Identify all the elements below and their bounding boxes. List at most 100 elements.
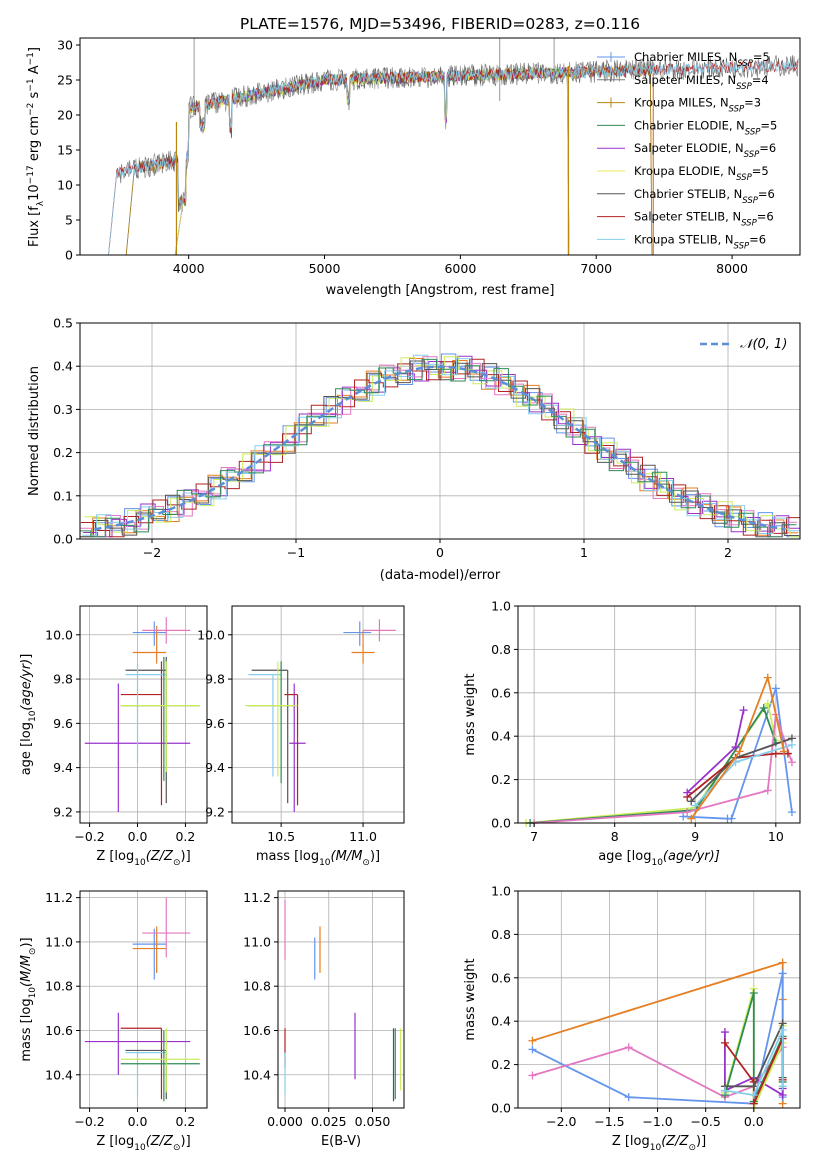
z-weight-panel: −2.0 −1.5 −1.0 −0.5 0.0 0.0 0.2 0.4 0.6 0.8 1.0 Z [… — [463, 884, 801, 1153]
weight-point — [771, 749, 780, 758]
y-tick-label: 9.8 — [53, 672, 73, 687]
x-axis-label: Z [log10(Z/Z⊙)] — [96, 1134, 190, 1153]
weight-point — [787, 758, 796, 767]
x-tick-label: 2 — [724, 545, 732, 560]
x-tick-label: 0.050 — [355, 1114, 391, 1129]
x-tick-label: −1 — [287, 545, 305, 560]
axes-frame — [79, 37, 801, 256]
x-axis-label: Z [log10(Z/Z⊙)] — [612, 1134, 706, 1153]
x-axis-label: mass [log10(M/M⊙)] — [256, 849, 380, 868]
y-tick-label: 1.0 — [491, 599, 511, 614]
legend-label: Chabrier MILES, NSSP=5 — [634, 50, 770, 69]
x-axis-label: age [log10(age/yr)] — [598, 849, 720, 868]
axes-frame — [79, 605, 208, 824]
spectrum-plot-area — [108, 38, 799, 256]
residual-histogram-panel: −2 −1 0 1 2 0.0 0.1 0.2 0.3 0.4 0.5 (data-model)/e… — [27, 316, 801, 583]
weight-point — [763, 699, 772, 708]
legend-label: Salpeter STELIB, NSSP=6 — [634, 210, 774, 229]
y-tick-label: 0.0 — [491, 1101, 511, 1116]
weight-point — [735, 747, 744, 756]
weight-point — [787, 808, 796, 817]
histogram-plot-area: −2 −1 0 1 2 0.0 0.1 0.2 0.3 0.4 0.5 — [53, 316, 801, 560]
weight-series-2 — [530, 706, 777, 824]
age-weight-panel: 7 8 9 10 0.0 0.2 0.4 0.6 0.8 1.0 age [log10(age/yr… — [463, 599, 801, 868]
x-tick-label: −2.0 — [546, 1114, 576, 1129]
weight-point — [720, 1038, 729, 1047]
y-tick-label: 1.0 — [491, 884, 511, 899]
y-tick-label: 10.6 — [243, 1023, 271, 1038]
y-tick-label: 0.4 — [491, 1014, 511, 1029]
weight-point — [749, 988, 758, 997]
x-tick-label: 0.000 — [267, 1114, 303, 1129]
y-tick-label: 9.6 — [205, 716, 225, 731]
x-tick-label: 8000 — [716, 261, 748, 276]
spectrum-x-label: wavelength [Angstrom, rest frame] — [326, 283, 555, 298]
weight-point — [778, 1082, 787, 1091]
x-tick-label: 0.2 — [175, 1114, 195, 1129]
y-tick-label: 0.2 — [53, 445, 73, 460]
weight-point — [624, 1093, 633, 1102]
weight-point — [528, 1071, 537, 1080]
x-tick-label: 7000 — [580, 261, 612, 276]
weight-point — [778, 969, 787, 978]
y-tick-label: 9.2 — [205, 804, 225, 819]
x-tick-label: −2 — [143, 545, 161, 560]
spectrum-series-8 — [108, 60, 799, 256]
x-tick-label: 11.0 — [349, 829, 377, 844]
y-tick-label: 5 — [65, 213, 73, 228]
weight-point — [771, 684, 780, 693]
x-tick-label: 8 — [611, 829, 619, 844]
y-tick-label: 30 — [57, 38, 73, 53]
legend-label: Chabrier ELODIE, NSSP=5 — [634, 118, 777, 137]
y-tick-label: 10.0 — [197, 627, 225, 642]
histogram-step-6 — [80, 360, 800, 538]
y-tick-label: 10 — [57, 178, 73, 193]
histogram-step-4 — [80, 358, 800, 538]
histogram-step-7 — [82, 354, 800, 536]
y-tick-label: 0 — [65, 248, 73, 263]
y-tick-label: 0.8 — [491, 642, 511, 657]
spectrum-panel: PLATE=1576, MJD=53496, FIBERID=0283, z=0… — [26, 15, 801, 298]
x-tick-label: −1.0 — [642, 1114, 672, 1129]
histogram-x-label: (data-model)/error — [380, 568, 501, 583]
y-tick-label: 9.8 — [205, 672, 225, 687]
y-tick-label: 11.2 — [243, 890, 271, 905]
y-tick-label: 0.6 — [491, 685, 511, 700]
z-vs-mass-panel: −0.2 0.0 0.2 10.4 10.6 10.8 11.0 11.2 Z [log10(Z… — [19, 890, 208, 1153]
weight-point — [691, 801, 700, 810]
x-tick-label: 7 — [530, 829, 538, 844]
y-tick-label: 0.6 — [491, 970, 511, 985]
weight-point — [749, 1090, 758, 1099]
y-tick-label: 9.6 — [53, 716, 73, 731]
weight-point — [683, 808, 692, 817]
weight-point — [731, 743, 740, 752]
y-tick-label: 0.4 — [53, 359, 73, 374]
spectrum-y-label: Flux [fλ10−17 erg cm−2 s−1 A−1] — [26, 47, 46, 247]
y-tick-label: 10.6 — [45, 1023, 73, 1038]
x-axis-label: Z [log10(Z/Z⊙)] — [96, 849, 190, 868]
weight-point — [783, 749, 792, 758]
x-tick-label: 10.5 — [267, 829, 295, 844]
y-tick-label: 10.8 — [243, 979, 271, 994]
y-tick-label: 0.2 — [491, 772, 511, 787]
y-tick-label: 10.4 — [45, 1067, 73, 1082]
legend-label: Chabrier STELIB, NSSP=6 — [634, 187, 775, 206]
weight-point — [687, 814, 696, 823]
y-tick-label: 0.5 — [53, 316, 73, 331]
x-tick-label: 0 — [436, 545, 444, 560]
x-tick-label: 0.0 — [744, 1114, 764, 1129]
x-tick-label: 1 — [580, 545, 588, 560]
weight-point — [749, 1082, 758, 1091]
x-tick-label: −0.2 — [74, 829, 104, 844]
y-tick-label: 20 — [57, 108, 73, 123]
y-tick-label: 11.2 — [45, 890, 73, 905]
weight-point — [720, 1086, 729, 1095]
weight-point — [624, 1043, 633, 1052]
normal-curve-legend-label: 𝒩(0, 1) — [740, 337, 787, 352]
y-tick-label: 0.3 — [53, 402, 73, 417]
z-vs-age-panel: −0.2 0.0 0.2 9.2 9.4 9.6 9.8 10.0 Z [log10(Z/Z⊙)… — [19, 605, 208, 868]
x-tick-label: 10 — [768, 829, 784, 844]
y-tick-label: 25 — [57, 73, 73, 88]
weight-point — [763, 673, 772, 682]
y-tick-label: 10.4 — [243, 1067, 271, 1082]
